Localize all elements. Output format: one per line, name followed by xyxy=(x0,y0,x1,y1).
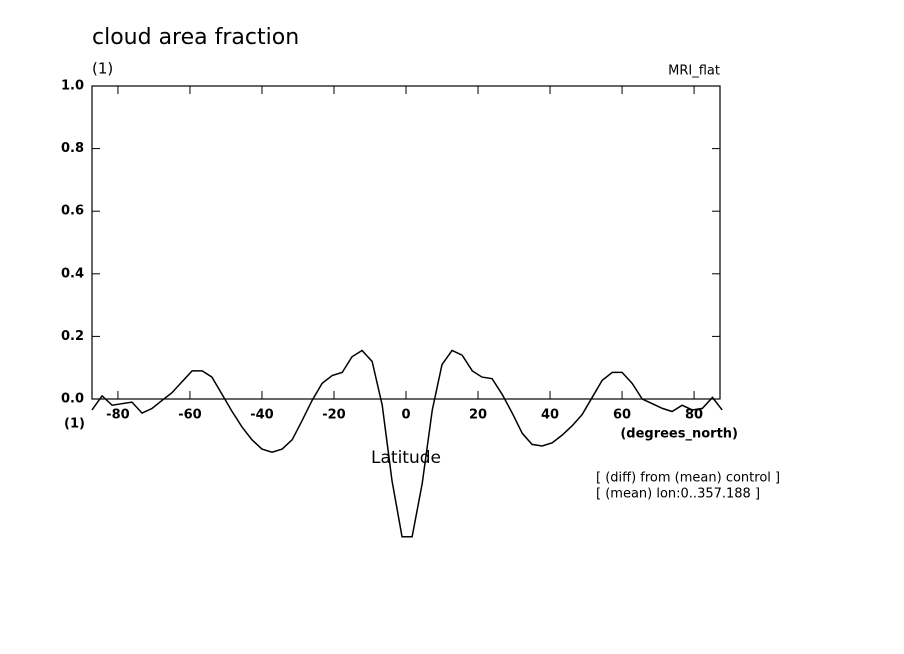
y-units: (1) xyxy=(92,60,113,78)
x-axis-title: Latitude xyxy=(371,448,441,468)
dataset-label: MRI_flat xyxy=(668,64,720,79)
x-tick-label: 0 xyxy=(401,408,410,423)
plot-frame xyxy=(91,85,721,400)
x-tick-label: -20 xyxy=(322,408,346,423)
x-tick-label: 80 xyxy=(685,408,703,423)
annotation: [ (mean) lon:0..357.188 ] xyxy=(596,487,760,502)
x-units: (degrees_north) xyxy=(620,427,738,442)
y-tick-label: 0.0 xyxy=(61,392,84,407)
x-tick-label: -40 xyxy=(250,408,274,423)
y-tick-label: 0.8 xyxy=(61,141,84,156)
y-tick-label: 0.4 xyxy=(61,266,84,281)
x-tick-label: 20 xyxy=(469,408,487,423)
y-tick-label: 1.0 xyxy=(61,79,84,94)
y-tick-label: 0.6 xyxy=(61,204,84,219)
annotation: [ (diff) from (mean) control ] xyxy=(596,471,780,486)
x-units-left: (1) xyxy=(64,417,85,432)
y-tick-label: 0.2 xyxy=(61,329,84,344)
x-tick-label: 60 xyxy=(613,408,631,423)
x-tick-label: 40 xyxy=(541,408,559,423)
chart-title: cloud area fraction xyxy=(92,25,299,50)
x-tick-label: -60 xyxy=(178,408,202,423)
data-line xyxy=(91,349,723,538)
x-tick-label: -80 xyxy=(106,408,130,423)
